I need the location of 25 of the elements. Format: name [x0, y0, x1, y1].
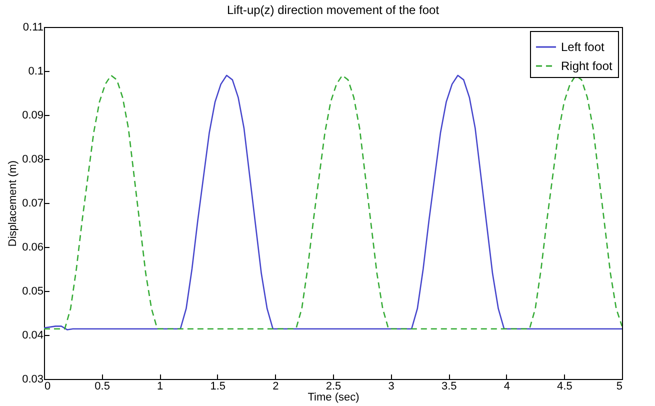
y-tick-label: 0.1	[28, 66, 44, 78]
y-tick-label: 0.08	[22, 154, 44, 166]
y-tick-label: 0.05	[22, 286, 44, 298]
legend-label: Right foot	[561, 59, 614, 73]
x-tick-label: 3	[388, 380, 394, 392]
y-tick-label: 0.09	[22, 110, 44, 122]
x-tick-label: 2	[272, 380, 279, 392]
x-tick-label: 3.5	[441, 380, 457, 392]
y-tick-label: 0.07	[22, 198, 44, 210]
x-tick-label: 2.5	[326, 380, 342, 392]
y-axis-title: Displacement (m)	[7, 160, 20, 247]
legend-label: Left foot	[561, 40, 606, 54]
y-tick-label: 0.04	[22, 330, 44, 342]
x-axis-title: Time (sec)	[308, 392, 360, 404]
x-tick-label: 1	[157, 380, 164, 392]
x-tick-label: 0	[44, 380, 51, 392]
x-tick-label: 5	[616, 380, 622, 392]
x-tick-label: 4.5	[557, 380, 572, 392]
y-tick-label: 0.03	[22, 374, 44, 386]
x-tick-label: 1.5	[210, 380, 226, 392]
y-tick-label: 0.11	[22, 22, 44, 34]
x-tick-label: 0.5	[94, 380, 110, 392]
x-tick-label: 4	[504, 380, 510, 392]
chart-title: Lift-up(z) direction movement of the foot	[226, 3, 440, 17]
y-tick-label: 0.06	[22, 242, 44, 254]
